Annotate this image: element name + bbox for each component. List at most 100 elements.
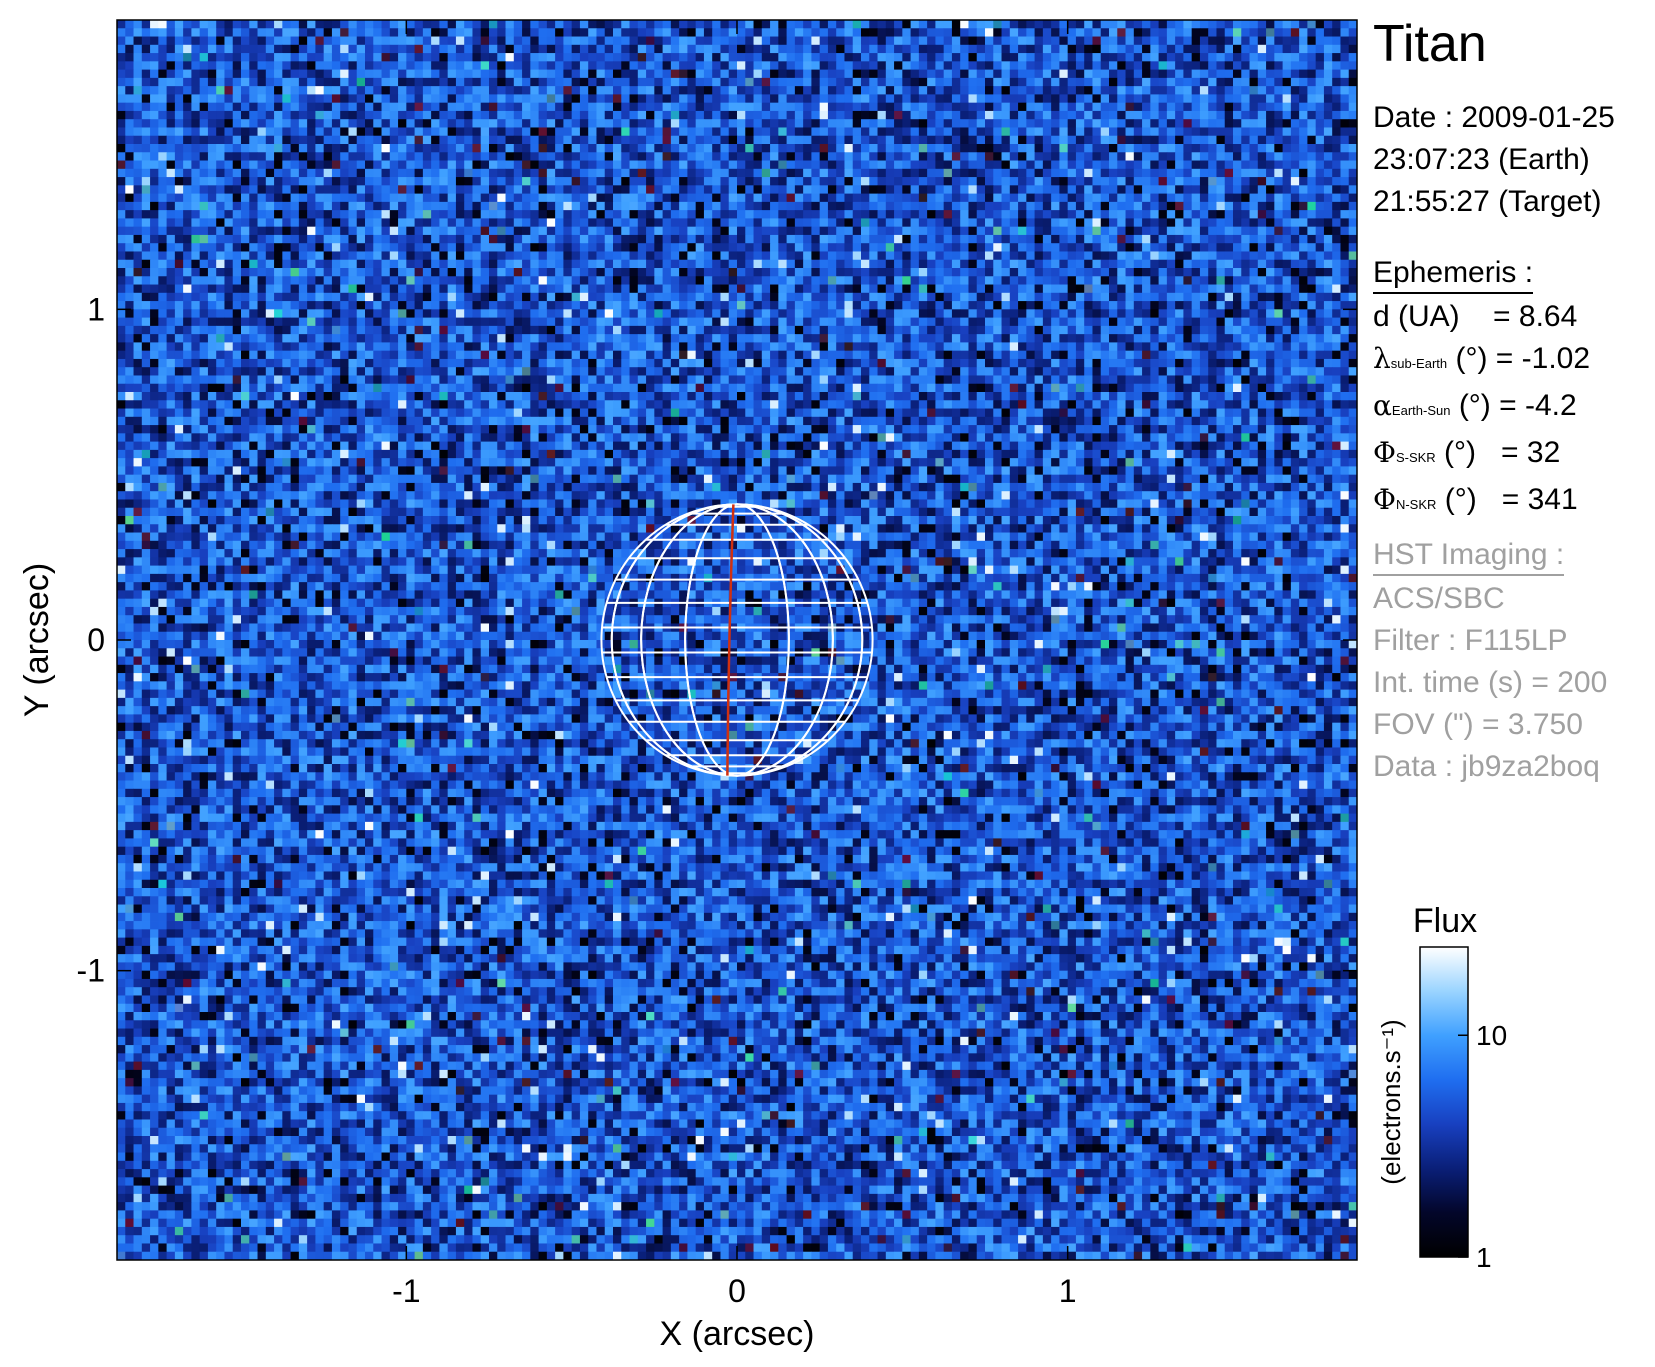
flux-pixel bbox=[787, 235, 796, 244]
flux-pixel bbox=[944, 136, 953, 145]
flux-pixel bbox=[456, 194, 465, 203]
flux-pixel bbox=[1134, 94, 1143, 103]
flux-pixel bbox=[638, 152, 647, 161]
flux-pixel bbox=[348, 111, 357, 120]
flux-pixel bbox=[993, 169, 1002, 178]
flux-pixel bbox=[745, 144, 754, 153]
flux-pixel bbox=[1159, 177, 1168, 186]
flux-pixel bbox=[423, 235, 432, 244]
flux-pixel bbox=[1316, 119, 1325, 128]
flux-pixel bbox=[158, 78, 167, 87]
flux-pixel bbox=[1340, 177, 1349, 186]
flux-pixel bbox=[844, 152, 853, 161]
flux-pixel bbox=[886, 70, 895, 79]
flux-pixel bbox=[208, 152, 217, 161]
flux-pixel bbox=[894, 251, 903, 260]
flux-pixel bbox=[464, 185, 473, 194]
flux-pixel bbox=[1059, 235, 1068, 244]
flux-pixel bbox=[1084, 152, 1093, 161]
flux-pixel bbox=[134, 78, 143, 87]
flux-pixel bbox=[1076, 53, 1085, 62]
flux-pixel bbox=[539, 177, 548, 186]
flux-pixel bbox=[985, 70, 994, 79]
flux-pixel bbox=[150, 169, 159, 178]
flux-pixel bbox=[1299, 127, 1308, 136]
flux-pixel bbox=[1167, 53, 1176, 62]
flux-pixel bbox=[919, 53, 928, 62]
flux-pixel bbox=[183, 136, 192, 145]
flux-pixel bbox=[853, 144, 862, 153]
flux-pixel bbox=[1059, 136, 1068, 145]
flux-pixel bbox=[555, 127, 564, 136]
flux-pixel bbox=[439, 210, 448, 219]
flux-pixel bbox=[952, 276, 961, 285]
flux-pixel bbox=[489, 152, 498, 161]
flux-pixel bbox=[539, 70, 548, 79]
flux-pixel bbox=[291, 185, 300, 194]
flux-pixel bbox=[241, 169, 250, 178]
flux-pixel bbox=[183, 243, 192, 252]
flux-pixel bbox=[968, 202, 977, 211]
flux-pixel bbox=[514, 119, 523, 128]
flux-pixel bbox=[1266, 152, 1275, 161]
flux-pixel bbox=[497, 78, 506, 87]
flux-pixel bbox=[960, 235, 969, 244]
flux-pixel bbox=[175, 161, 184, 170]
flux-pixel bbox=[836, 78, 845, 87]
flux-pixel bbox=[1068, 111, 1077, 120]
flux-pixel bbox=[745, 177, 754, 186]
flux-pixel bbox=[1126, 144, 1135, 153]
flux-pixel bbox=[1299, 243, 1308, 252]
flux-pixel bbox=[472, 227, 481, 236]
flux-pixel bbox=[1225, 194, 1234, 203]
flux-pixel bbox=[811, 37, 820, 46]
flux-pixel bbox=[241, 53, 250, 62]
flux-pixel bbox=[1035, 169, 1044, 178]
flux-pixel bbox=[1167, 152, 1176, 161]
flux-pixel bbox=[968, 94, 977, 103]
flux-pixel bbox=[1101, 61, 1110, 70]
flux-pixel bbox=[332, 70, 341, 79]
flux-pixel bbox=[836, 136, 845, 145]
flux-pixel bbox=[1175, 210, 1184, 219]
flux-pixel bbox=[224, 243, 233, 252]
flux-pixel bbox=[911, 45, 920, 54]
flux-pixel bbox=[1084, 218, 1093, 227]
flux-pixel bbox=[1010, 235, 1019, 244]
flux-pixel bbox=[1126, 235, 1135, 244]
flux-pixel bbox=[1208, 202, 1217, 211]
flux-pixel bbox=[522, 45, 531, 54]
flux-pixel bbox=[795, 185, 804, 194]
flux-pixel bbox=[787, 103, 796, 112]
flux-pixel bbox=[844, 194, 853, 203]
flux-pixel bbox=[1241, 194, 1250, 203]
flux-pixel bbox=[1216, 285, 1225, 294]
flux-pixel bbox=[1225, 127, 1234, 136]
flux-pixel bbox=[158, 210, 167, 219]
flux-pixel bbox=[1250, 70, 1259, 79]
flux-pixel bbox=[844, 177, 853, 186]
flux-pixel bbox=[1208, 260, 1217, 269]
flux-pixel bbox=[770, 218, 779, 227]
flux-pixel bbox=[1126, 94, 1135, 103]
flux-pixel bbox=[1126, 260, 1135, 269]
flux-pixel bbox=[621, 53, 630, 62]
flux-pixel bbox=[836, 194, 845, 203]
flux-pixel bbox=[1167, 37, 1176, 46]
flux-pixel bbox=[390, 268, 399, 277]
flux-pixel bbox=[497, 94, 506, 103]
flux-pixel bbox=[315, 293, 324, 302]
flux-pixel bbox=[869, 285, 878, 294]
flux-pixel bbox=[572, 268, 581, 277]
flux-pixel bbox=[1126, 28, 1135, 37]
flux-pixel bbox=[894, 86, 903, 95]
flux-pixel bbox=[1159, 218, 1168, 227]
flux-pixel bbox=[1159, 127, 1168, 136]
flux-pixel bbox=[464, 45, 473, 54]
flux-pixel bbox=[1183, 218, 1192, 227]
flux-pixel bbox=[315, 268, 324, 277]
flux-pixel bbox=[340, 202, 349, 211]
flux-pixel bbox=[216, 169, 225, 178]
flux-pixel bbox=[588, 185, 597, 194]
flux-pixel bbox=[1092, 94, 1101, 103]
